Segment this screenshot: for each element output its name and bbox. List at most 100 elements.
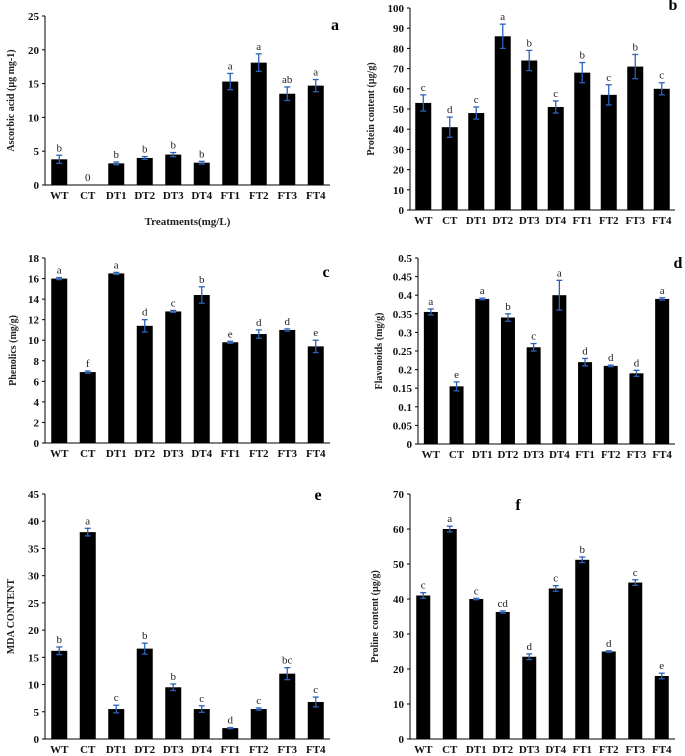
significance-letter: b bbox=[527, 37, 533, 49]
x-tick-label: FT3 bbox=[277, 190, 297, 202]
x-tick-label: FT3 bbox=[277, 744, 297, 756]
significance-letter: b bbox=[199, 274, 205, 286]
x-tick-label: FT1 bbox=[220, 744, 240, 756]
y-tick-label: 0 bbox=[407, 439, 413, 451]
significance-letter: 0 bbox=[85, 172, 91, 184]
x-tick-label: DT1 bbox=[106, 190, 127, 202]
x-tick-label: WT bbox=[50, 448, 69, 460]
x-tick-label: DT3 bbox=[519, 215, 540, 227]
bar-DT4 bbox=[193, 295, 210, 443]
bar-DT3 bbox=[522, 656, 537, 739]
y-tick-label: 0.15 bbox=[393, 383, 413, 395]
y-tick-label: 0.25 bbox=[393, 346, 413, 358]
y-tick-label: 15 bbox=[28, 79, 40, 91]
significance-letter: bc bbox=[282, 655, 293, 667]
y-tick-label: 6 bbox=[34, 376, 40, 388]
significance-letter: b bbox=[57, 634, 63, 646]
significance-letter: a bbox=[557, 267, 562, 279]
chart-panel-d: 0 0.05 0.1 0.15 0.2 0.25 0.3 0.35 0.4 0.45 0.5 a WT e… bbox=[374, 253, 683, 461]
x-tick-label: FT2 bbox=[599, 744, 619, 756]
y-tick-label: 0 bbox=[399, 734, 405, 746]
x-tick-label: DT1 bbox=[106, 448, 127, 460]
significance-letter: c bbox=[633, 567, 638, 579]
bar-FT1 bbox=[575, 559, 590, 739]
y-tick-label: 45 bbox=[28, 489, 40, 501]
bar-FT4 bbox=[307, 701, 324, 739]
bar-DT3 bbox=[165, 154, 182, 185]
x-tick-label: DT4 bbox=[545, 215, 566, 227]
x-tick-label: FT2 bbox=[599, 215, 619, 227]
x-tick-label: DT2 bbox=[134, 190, 155, 202]
x-tick-label: WT bbox=[50, 744, 69, 756]
y-tick-label: 10 bbox=[28, 335, 40, 347]
bar-DT4 bbox=[552, 295, 567, 444]
bar-FT2 bbox=[601, 651, 616, 739]
x-tick-label: DT4 bbox=[191, 190, 212, 202]
significance-letter: e bbox=[313, 327, 318, 339]
significance-letter: e bbox=[454, 369, 459, 381]
y-tick-label: 20 bbox=[28, 45, 40, 57]
significance-letter: ab bbox=[282, 74, 293, 86]
y-tick-label: 0 bbox=[399, 205, 405, 217]
y-tick-label: 40 bbox=[28, 516, 40, 528]
y-tick-label: 25 bbox=[28, 598, 40, 610]
significance-letter: b bbox=[580, 544, 586, 556]
y-tick-label: 0.2 bbox=[398, 365, 412, 377]
x-tick-label: FT1 bbox=[572, 744, 592, 756]
y-tick-label: 20 bbox=[393, 664, 405, 676]
significance-letter: d bbox=[634, 357, 640, 369]
significance-letter: a bbox=[480, 285, 485, 297]
significance-letter: c bbox=[421, 82, 426, 94]
x-tick-label: FT2 bbox=[249, 448, 269, 460]
significance-letter: a bbox=[660, 285, 665, 297]
significance-letter: c bbox=[606, 72, 611, 84]
y-tick-label: 40 bbox=[393, 594, 405, 606]
bar-DT4 bbox=[548, 588, 563, 739]
chart-panel-b: 0 10 20 30 40 50 60 70 80 90 100 c WT d CT c DT1 a DT2 b DT3… bbox=[366, 0, 678, 227]
significance-letter: a bbox=[447, 513, 452, 525]
significance-letter: b bbox=[199, 148, 205, 160]
bar-FT1 bbox=[222, 342, 239, 443]
bar-DT2 bbox=[494, 36, 511, 210]
bar-DT3 bbox=[526, 347, 541, 444]
y-tick-label: 2 bbox=[34, 417, 40, 429]
x-tick-label: FT2 bbox=[249, 190, 269, 202]
bar-FT4 bbox=[655, 298, 670, 444]
y-tick-label: 0.3 bbox=[398, 327, 412, 339]
chart-panel-e: 0 5 10 15 20 25 30 35 40 45 b WT a CT c DT1 b DT2 b DT3 c DT4… bbox=[6, 487, 330, 756]
significance-letter: c bbox=[474, 585, 479, 597]
panel-letter: e bbox=[314, 487, 321, 504]
bar-FT3 bbox=[627, 66, 644, 210]
y-tick-label: 10 bbox=[28, 680, 40, 692]
bar-DT2 bbox=[136, 157, 153, 185]
bar-DT2 bbox=[500, 317, 515, 444]
y-tick-label: 25 bbox=[28, 11, 40, 23]
bar-FT4 bbox=[307, 85, 324, 185]
y-axis-label: Ascorbic acid (µg mg-1) bbox=[6, 49, 17, 151]
significance-letter: b bbox=[171, 140, 177, 152]
significance-letter: d bbox=[582, 345, 588, 357]
y-tick-label: 0.4 bbox=[398, 290, 412, 302]
y-axis-label: Protein content (µg/g) bbox=[366, 62, 377, 155]
bar-DT2 bbox=[136, 648, 153, 739]
x-tick-label: DT4 bbox=[191, 448, 212, 460]
y-tick-label: 70 bbox=[393, 489, 405, 501]
x-tick-label: FT3 bbox=[625, 215, 645, 227]
bar-FT1 bbox=[574, 72, 591, 210]
x-tick-label: DT3 bbox=[163, 744, 184, 756]
x-tick-label: FT3 bbox=[625, 744, 645, 756]
significance-letter: b bbox=[580, 50, 586, 62]
significance-letter: c bbox=[256, 695, 261, 707]
y-tick-label: 16 bbox=[28, 274, 40, 286]
bar-FT2 bbox=[600, 94, 617, 210]
bar-DT3 bbox=[165, 311, 182, 443]
x-tick-label: WT bbox=[422, 449, 441, 461]
bar-DT3 bbox=[165, 687, 182, 739]
y-tick-label: 90 bbox=[393, 23, 405, 35]
y-axis-label: MDA CONTENT bbox=[6, 579, 17, 655]
significance-letter: c bbox=[553, 88, 558, 100]
y-tick-label: 0.5 bbox=[398, 253, 412, 265]
y-tick-label: 30 bbox=[28, 571, 40, 583]
y-tick-label: 30 bbox=[393, 144, 405, 156]
y-tick-label: 5 bbox=[34, 707, 40, 719]
